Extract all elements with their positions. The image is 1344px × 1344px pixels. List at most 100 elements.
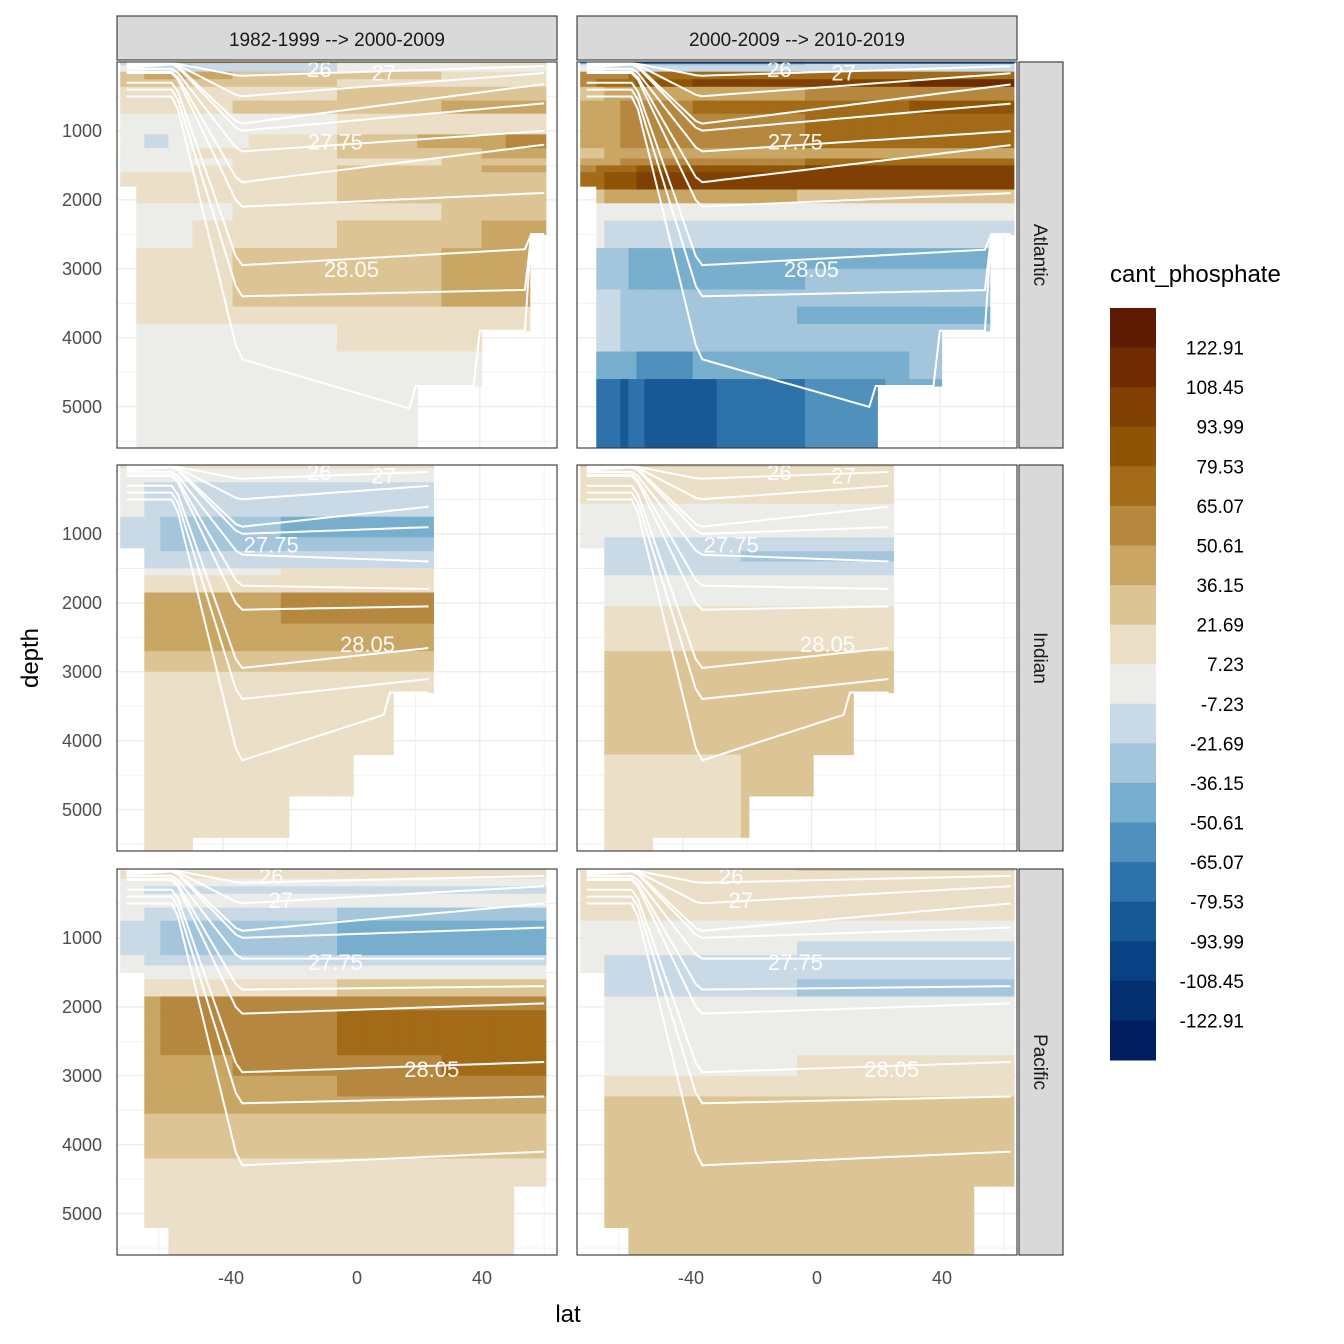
contour-cell xyxy=(732,516,742,538)
isopycnal-label: 28.05 xyxy=(784,257,839,282)
contour-cell xyxy=(1005,165,1015,173)
contour-cell xyxy=(668,71,678,80)
contour-cell xyxy=(853,86,862,102)
contour-cell xyxy=(853,606,862,625)
contour-cell xyxy=(337,754,346,783)
contour-cell xyxy=(636,62,646,64)
contour-cell xyxy=(620,289,629,308)
contour-cell xyxy=(248,134,258,149)
contour-cell xyxy=(869,651,878,673)
contour-cell xyxy=(877,86,886,102)
contour-cell xyxy=(224,870,234,874)
contour-cell xyxy=(580,537,589,549)
contour-cell xyxy=(304,782,314,797)
contour-cell xyxy=(425,113,434,135)
contour-cell xyxy=(925,203,935,222)
contour-cell xyxy=(788,468,798,476)
contour-cell xyxy=(369,172,378,191)
contour-cell xyxy=(756,63,766,67)
contour-cell xyxy=(788,203,798,222)
contour-cell xyxy=(385,551,394,563)
contour-cell xyxy=(152,651,161,673)
contour-cell xyxy=(684,651,694,673)
contour-cell xyxy=(885,71,894,80)
contour-cell xyxy=(385,79,394,88)
contour-cell xyxy=(644,323,654,353)
contour-cell xyxy=(417,86,426,102)
contour-cell xyxy=(716,62,726,64)
contour-cell xyxy=(805,134,814,149)
contour-cell xyxy=(248,63,258,67)
contour-cell xyxy=(821,203,830,222)
contour-cell xyxy=(973,113,983,135)
contour-cell xyxy=(596,289,605,308)
contour-cell xyxy=(208,575,218,594)
contour-cell xyxy=(320,100,330,115)
contour-cell xyxy=(184,592,194,607)
contour-cell xyxy=(652,551,662,563)
contour-cell xyxy=(465,248,475,270)
contour-cell xyxy=(676,651,686,673)
contour-cell xyxy=(304,466,314,470)
contour-cell xyxy=(224,86,234,102)
contour-cell xyxy=(925,158,935,166)
contour-cell xyxy=(168,671,178,694)
contour-cell xyxy=(417,489,426,505)
contour-cell xyxy=(604,537,613,552)
contour-cell xyxy=(861,220,870,249)
contour-cell xyxy=(877,165,886,173)
contour-cell xyxy=(184,886,194,895)
contour-cell xyxy=(628,516,638,538)
contour-cell xyxy=(829,537,838,552)
contour-cell xyxy=(232,172,242,191)
contour-cell xyxy=(264,726,274,756)
contour-cell xyxy=(224,158,234,166)
contour-cell xyxy=(320,148,330,160)
contour-cell xyxy=(337,489,346,505)
contour-cell xyxy=(401,268,410,291)
contour-cell xyxy=(337,537,346,552)
contour-cell xyxy=(361,503,370,518)
contour-cell xyxy=(925,62,935,64)
contour-cell xyxy=(385,623,394,652)
contour-cell xyxy=(732,503,742,518)
isopycnal-line xyxy=(126,67,545,153)
contour-cell xyxy=(692,709,702,728)
contour-cell xyxy=(756,623,766,652)
contour-cell xyxy=(136,100,145,115)
contour-cell xyxy=(813,575,822,594)
contour-cell xyxy=(393,62,402,64)
contour-cell xyxy=(829,465,838,467)
contour-cell xyxy=(740,63,750,67)
contour-cell xyxy=(337,65,346,73)
contour-cell xyxy=(957,86,967,102)
contour-cell xyxy=(821,516,830,538)
contour-cell xyxy=(893,379,902,387)
contour-cell xyxy=(417,158,426,166)
contour-cell xyxy=(328,692,338,711)
contour-cell xyxy=(272,886,282,895)
contour-cell xyxy=(684,503,694,518)
contour-cell xyxy=(700,158,710,166)
contour-cell xyxy=(312,63,322,67)
contour-cell xyxy=(612,289,621,308)
contour-cell xyxy=(417,379,426,387)
contour-cell xyxy=(965,172,975,191)
contour-cell xyxy=(256,692,266,711)
contour-cell xyxy=(748,63,758,67)
contour-cell xyxy=(401,869,410,871)
contour-cell xyxy=(417,62,426,64)
contour-cell xyxy=(288,248,298,270)
contour-cell xyxy=(716,289,726,308)
contour-cell xyxy=(473,220,483,249)
contour-cell xyxy=(756,782,766,797)
contour-cell xyxy=(877,671,886,694)
contour-cell xyxy=(949,220,959,249)
contour-cell xyxy=(232,86,242,102)
contour-cell xyxy=(813,134,822,149)
contour-cell xyxy=(465,62,475,64)
contour-cell xyxy=(853,220,862,249)
contour-cell xyxy=(168,172,178,191)
contour-cell xyxy=(885,466,894,470)
contour-cell xyxy=(644,165,654,173)
